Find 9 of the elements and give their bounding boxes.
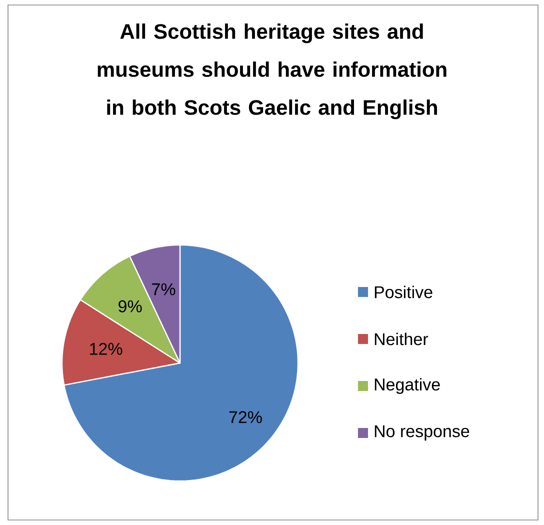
- data-label: 12%: [90, 342, 122, 355]
- legend-label: Negative: [374, 378, 440, 394]
- legend-label: Neither: [374, 332, 428, 346]
- data-label: 72%: [229, 411, 262, 424]
- legend-label: No response: [374, 425, 470, 441]
- data-label: 9%: [118, 300, 142, 312]
- data-label: 7%: [152, 283, 176, 296]
- legend-label: Positive: [374, 286, 432, 298]
- chart-title: All Scottish heritage sites and museums should have information in both Scots Gaelic and English: [98, 24, 446, 120]
